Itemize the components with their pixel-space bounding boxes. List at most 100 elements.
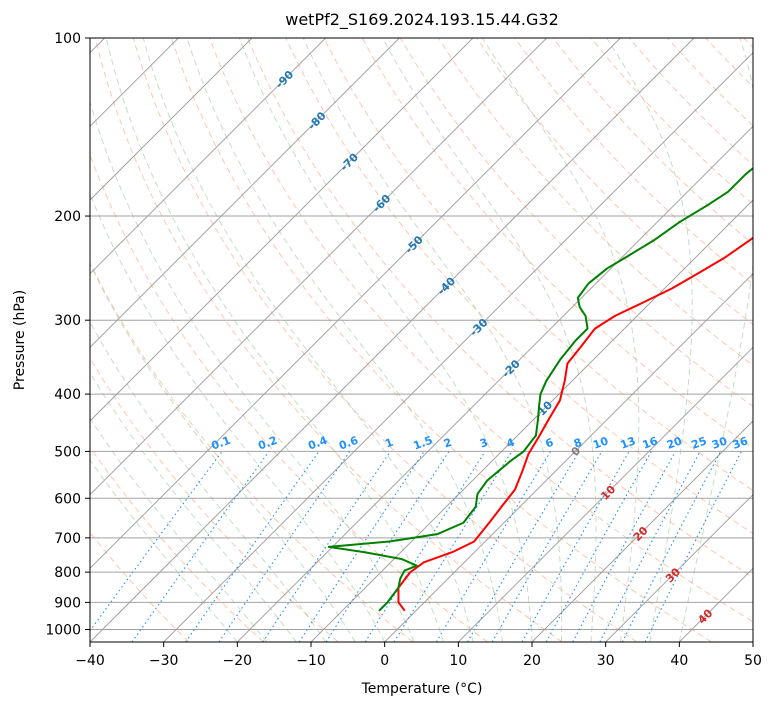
mixing-ratio-label: 4 — [505, 436, 517, 451]
isotherms — [90, 38, 753, 642]
moist-adiabat — [90, 321, 327, 642]
mixing-ratio-labels: 0.1 0.2 0.4 0.6 1 1.5 2 3 4 6 8 10 13 16 20 25 30 36 — [210, 434, 750, 453]
mixing-ratio-line — [90, 451, 223, 632]
moist-adiabat — [142, 38, 474, 642]
dry-adiabat — [132, 38, 638, 642]
y-axis-ticks: 100 200 300 400 500 600 700 800 900 1000 — [45, 31, 90, 638]
dry-adiabat — [209, 38, 753, 623]
mixing-ratio-line — [393, 451, 513, 642]
mixing-ratio-line — [545, 451, 652, 642]
isotherm — [90, 38, 474, 422]
y-tick-label: 900 — [54, 595, 81, 611]
x-tick-label: −40 — [75, 653, 105, 669]
moist-adiabat — [105, 38, 445, 642]
mixing-ratio-label: 2 — [442, 436, 454, 451]
mixing-ratio-line — [298, 451, 425, 642]
mixing-ratio-label: 6 — [544, 436, 556, 451]
dry-adiabat — [476, 38, 753, 326]
mixing-ratio-label: 25 — [690, 434, 709, 451]
x-tick-label: −20 — [223, 653, 253, 669]
moist-adiabat — [90, 192, 386, 642]
y-axis-title: Pressure (hPa) — [12, 290, 28, 390]
moist-adiabat — [678, 38, 753, 642]
dry-adiabat — [94, 38, 563, 642]
isotherm — [457, 346, 753, 642]
y-tick-label: 800 — [54, 565, 81, 581]
moist-adiabat — [302, 38, 563, 642]
isotherm — [236, 125, 753, 642]
moist-adiabat — [90, 371, 297, 642]
dry-adiabats — [90, 38, 753, 642]
isotherm-label: -90 — [273, 68, 296, 91]
moist-adiabat — [238, 38, 533, 642]
y-tick-label: 300 — [54, 313, 81, 329]
x-tick-label: 0 — [380, 653, 389, 669]
isotherm-label: -70 — [338, 150, 361, 173]
mixing-ratio-label: 36 — [731, 434, 750, 452]
isotherm — [605, 493, 753, 642]
sounding-series — [327, 166, 753, 612]
moist-adiabat — [606, 38, 693, 642]
mixing-ratio-label: 30 — [710, 434, 729, 452]
isotherm — [384, 272, 753, 642]
mixing-ratio-label: 20 — [665, 434, 684, 452]
dry-adiabat — [323, 38, 753, 492]
isotherm — [90, 38, 253, 201]
y-tick-label: 500 — [54, 444, 81, 460]
moist-adiabats — [90, 38, 753, 642]
y-tick-label: 200 — [54, 209, 81, 225]
mixing-ratio-line — [467, 451, 580, 642]
dry-adiabat — [590, 38, 753, 206]
isotherm-label: -40 — [435, 274, 458, 297]
x-tick-label: −10 — [296, 653, 326, 669]
isotherm — [163, 51, 753, 642]
y-tick-label: 600 — [54, 491, 81, 507]
dry-adiabat — [705, 38, 753, 88]
mixing-ratio-label: 1 — [383, 436, 395, 451]
x-tick-label: 50 — [744, 653, 762, 669]
moist-adiabat — [90, 262, 356, 642]
mixing-ratio-line — [131, 451, 270, 642]
temperature-profile-line — [397, 236, 753, 612]
mixing-ratio-label: 3 — [478, 436, 490, 451]
x-tick-label: 40 — [670, 653, 688, 669]
x-axis-title: Temperature (°C) — [361, 681, 483, 697]
mixing-ratio-line — [364, 451, 486, 642]
y-tick-label: 1000 — [45, 622, 81, 638]
mixing-ratio-label: 0.4 — [306, 434, 329, 453]
moist-adiabat — [382, 38, 597, 642]
dry-adiabat — [247, 38, 753, 578]
mixing-ratio-line — [599, 451, 701, 642]
isotherm — [752, 641, 753, 642]
y-tick-label: 700 — [54, 531, 81, 547]
isotherm — [531, 420, 753, 642]
mixing-ratio-label: 13 — [619, 434, 638, 451]
dry-adiabat — [514, 38, 753, 285]
dry-adiabat — [90, 446, 264, 642]
x-tick-label: −30 — [149, 653, 179, 669]
dewpoint-profile-line — [327, 166, 753, 612]
dry-adiabat — [90, 531, 190, 642]
mixing-ratio-line — [644, 451, 742, 642]
dry-adiabat — [90, 261, 414, 642]
chart-title: wetPf2_S169.2024.193.15.44.G32 — [285, 10, 559, 30]
mixing-ratio-label: 8 — [572, 436, 584, 451]
isotherm — [678, 567, 753, 642]
mixing-ratio-line — [218, 451, 351, 642]
dry-adiabat — [90, 357, 339, 642]
moist-adiabat — [90, 459, 238, 642]
isotherm-label: 30 — [663, 565, 683, 585]
mixing-ratio-line — [435, 451, 552, 642]
dry-adiabat — [438, 38, 753, 366]
mixing-ratio-label: 0.2 — [256, 434, 279, 453]
isotherm — [90, 38, 327, 275]
mixing-ratio-line — [325, 451, 450, 642]
isotherm — [90, 38, 695, 642]
mixing-ratio-label: 0.1 — [210, 434, 233, 453]
mixing-ratio-label: 10 — [591, 434, 610, 452]
isotherm — [90, 38, 548, 496]
dry-adiabat — [285, 38, 753, 535]
dry-adiabat — [743, 38, 753, 49]
